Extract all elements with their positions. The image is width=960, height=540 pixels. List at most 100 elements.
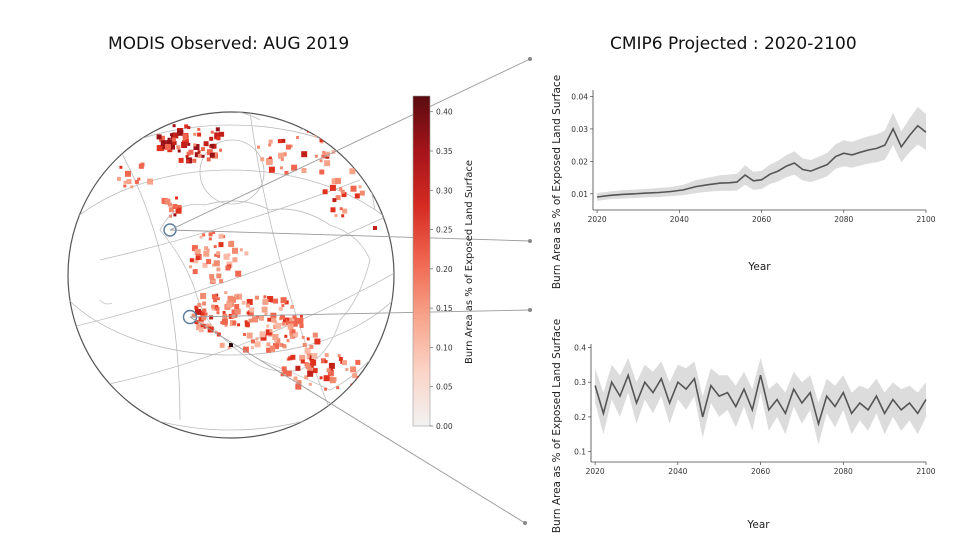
burn-cell	[290, 354, 296, 360]
burn-cell	[209, 315, 214, 320]
burn-cell	[246, 303, 250, 308]
burn-cell	[292, 315, 297, 320]
burn-cell	[192, 269, 198, 275]
burn-cell	[269, 329, 273, 333]
x-tick-label: 2060	[752, 215, 771, 224]
burn-cell	[268, 166, 275, 173]
burn-cell	[216, 251, 221, 256]
colorbar-tick-label: 0.35	[436, 147, 453, 156]
burn-cell	[231, 309, 238, 316]
burn-cell	[288, 356, 293, 361]
burn-cell	[319, 138, 324, 143]
burn-cell	[226, 301, 233, 308]
burn-cell	[299, 314, 303, 318]
burn-cell	[324, 160, 331, 167]
burn-cell	[255, 337, 259, 341]
burn-cell	[309, 344, 314, 349]
burn-cell	[284, 170, 289, 175]
burn-cell	[218, 242, 224, 248]
burn-cell	[189, 265, 192, 269]
burn-cell	[192, 158, 197, 163]
burn-cell	[321, 154, 326, 159]
burn-cell	[227, 253, 231, 257]
burn-cell	[172, 132, 179, 139]
burn-cell	[210, 143, 215, 148]
burn-cell	[175, 207, 182, 214]
burn-cell	[248, 318, 253, 323]
burn-cell	[280, 297, 287, 304]
burn-cell	[319, 376, 323, 380]
connector-end	[528, 57, 532, 61]
burn-cell	[273, 324, 277, 328]
burn-cell	[199, 310, 205, 316]
burn-cell	[223, 320, 227, 324]
burn-cell	[247, 310, 254, 317]
series-line	[594, 372, 927, 427]
burn-cell	[345, 368, 349, 371]
connector-line	[189, 309, 531, 318]
burn-cell	[203, 250, 210, 257]
burn-cell	[160, 140, 167, 147]
burn-cell	[219, 148, 223, 152]
burn-cell	[201, 154, 205, 158]
burn-cell	[350, 366, 357, 373]
burn-cell	[281, 304, 285, 308]
projection-title: CMIP6 Projected : 2020-2100	[610, 34, 857, 54]
burn-cell	[321, 358, 326, 364]
colorbar-tick-label: 0.40	[436, 108, 453, 117]
y-tick-label: 0.3	[574, 378, 586, 387]
burn-cell	[187, 142, 191, 146]
burn-cell	[322, 151, 326, 154]
burn-cell	[282, 152, 287, 157]
burn-cell	[295, 365, 301, 371]
burn-cell	[291, 329, 296, 334]
connector-end	[528, 239, 532, 243]
burn-cell	[214, 253, 218, 257]
uncertainty-band	[597, 106, 926, 201]
burn-cell	[194, 249, 201, 255]
burn-cell	[202, 262, 208, 268]
burn-cell	[299, 354, 306, 361]
burn-cell	[358, 185, 362, 189]
burn-cell	[196, 324, 203, 331]
burn-cell	[177, 129, 184, 136]
burn-cell	[272, 334, 279, 340]
connector-line	[169, 229, 531, 242]
burn-cell	[306, 337, 310, 341]
y-axis-label: Burn Area as % of Exposed Land Surface	[551, 75, 563, 289]
burn-cell	[281, 366, 287, 372]
burn-cell	[206, 149, 213, 156]
burn-cell	[194, 305, 199, 310]
burn-cell	[189, 258, 194, 263]
burn-cell	[119, 165, 123, 169]
burn-cell	[184, 124, 189, 129]
burn-cell	[195, 256, 200, 261]
burn-cell	[266, 324, 270, 328]
burn-cell	[342, 208, 348, 214]
burn-cell	[239, 248, 243, 252]
burn-cell	[296, 380, 302, 386]
burn-cell	[310, 364, 314, 368]
x-axis-label: Year	[746, 519, 770, 531]
burn-cell	[235, 270, 242, 277]
burn-cell	[126, 179, 132, 185]
burn-cell	[191, 245, 198, 252]
burn-cell	[273, 298, 279, 304]
x-tick-label: 2080	[834, 467, 853, 476]
burn-cell	[308, 382, 312, 386]
burn-cell	[201, 315, 207, 321]
burn-cell	[330, 207, 336, 213]
burn-cell	[228, 241, 235, 248]
burn-cell	[216, 311, 220, 315]
burn-cell	[289, 144, 293, 148]
colorbar: 0.00 0.05 0.10 0.15 0.20 0.25 0.30 0.35 0.40 Bur…	[412, 95, 475, 431]
burn-cell	[181, 142, 188, 148]
burn-cell	[170, 144, 175, 150]
burn-cell	[307, 370, 314, 377]
burn-cell	[159, 135, 165, 142]
burn-cell	[130, 185, 134, 189]
burn-cell	[164, 144, 171, 150]
burn-cell	[339, 207, 343, 211]
burn-cell	[188, 149, 194, 155]
